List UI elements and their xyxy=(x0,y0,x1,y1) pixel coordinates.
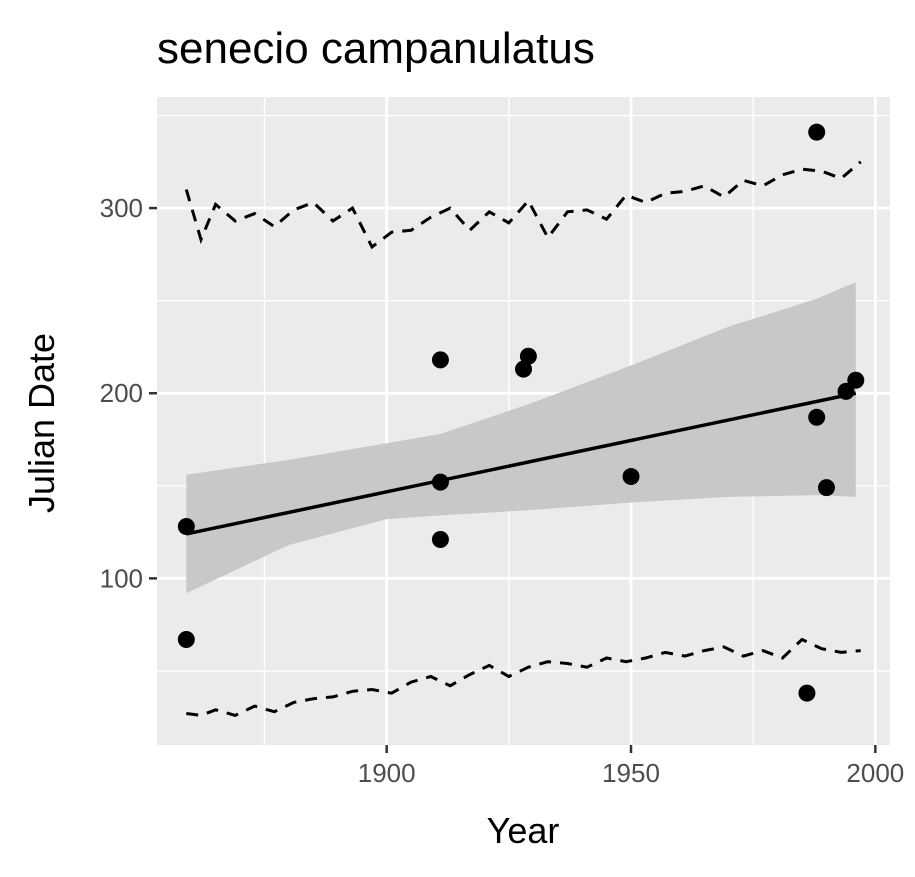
confidence-band-layer xyxy=(186,282,856,594)
data-point xyxy=(431,351,449,369)
x-axis-title: Year xyxy=(487,810,560,851)
x-tick-label: 2000 xyxy=(846,758,904,788)
y-tick-label: 100 xyxy=(100,563,143,593)
data-point xyxy=(431,530,449,548)
trend-line xyxy=(185,391,857,536)
confidence-band xyxy=(186,282,856,594)
trend-line-layer xyxy=(185,391,857,536)
data-point xyxy=(431,473,449,491)
y-tick-label: 200 xyxy=(100,378,143,408)
bounds-layer xyxy=(184,160,862,717)
lower-bound-line xyxy=(186,637,861,717)
data-point xyxy=(817,479,835,497)
y-tick-label: 300 xyxy=(100,193,143,223)
data-point xyxy=(177,518,195,536)
x-tick-label: 1900 xyxy=(358,758,416,788)
data-point xyxy=(798,684,816,702)
data-point xyxy=(808,123,826,141)
data-point xyxy=(837,382,855,400)
data-point xyxy=(622,468,640,486)
data-point xyxy=(847,371,865,389)
data-point xyxy=(808,408,826,426)
points-layer xyxy=(177,123,865,702)
upper-bound-line xyxy=(184,160,862,250)
y-axis-title: Julian Date xyxy=(21,333,62,513)
x-tick-label: 1950 xyxy=(602,758,660,788)
axes-layer: 1900 1950 2000 100 200 300 xyxy=(100,193,905,788)
data-point xyxy=(515,360,532,378)
data-point xyxy=(177,630,195,648)
data-point xyxy=(519,347,537,365)
chart-title: senecio campanulatus xyxy=(157,24,595,73)
